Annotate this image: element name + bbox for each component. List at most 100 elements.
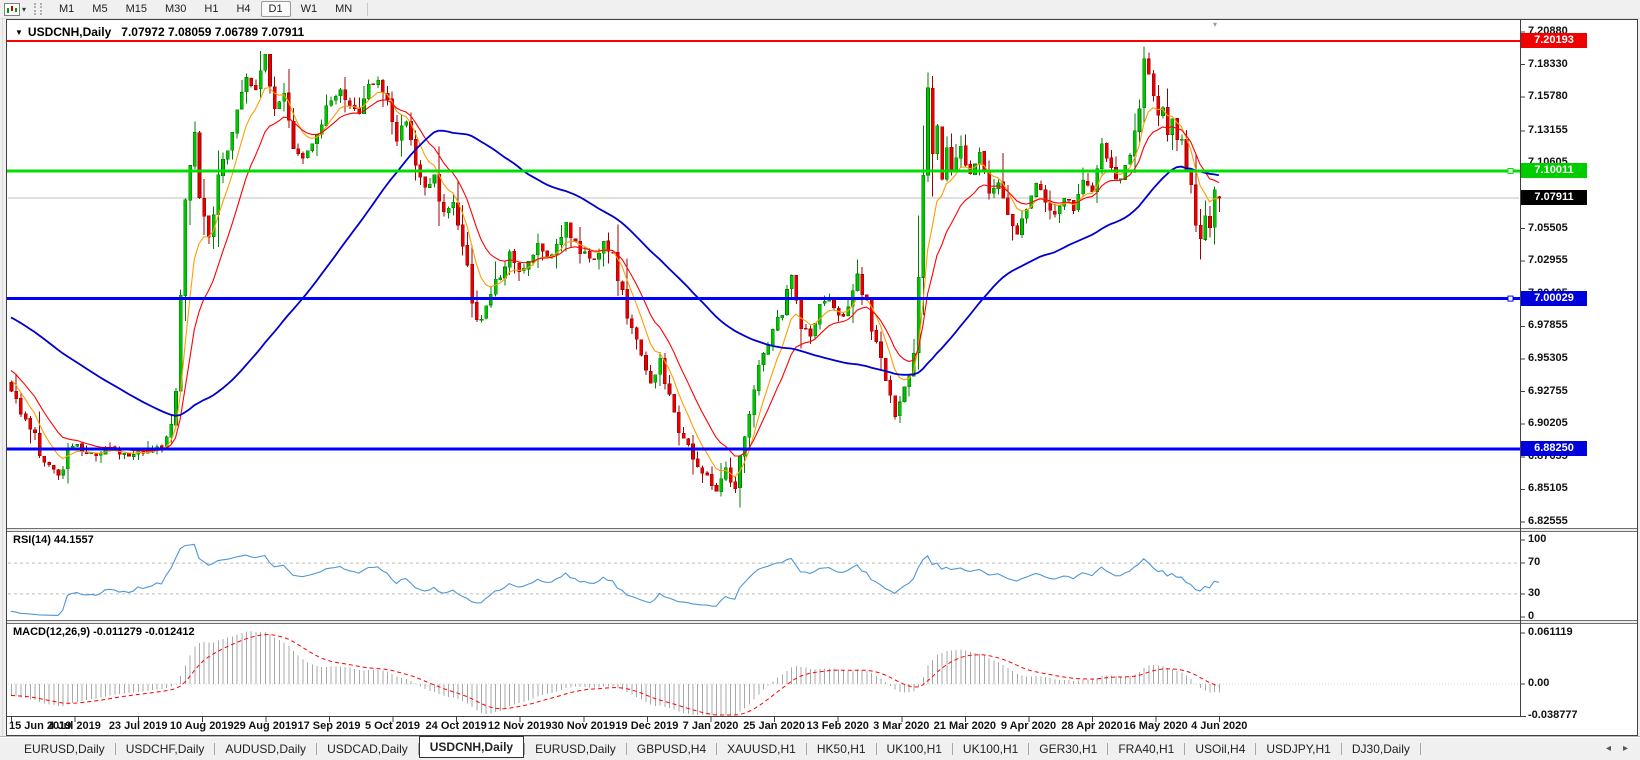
tab-uk100-h1[interactable]: UK100,H1 (962, 741, 1019, 756)
tab-usdcad-daily[interactable]: USDCAD,Daily (327, 741, 408, 756)
tab-audusd-daily[interactable]: AUDUSD,Daily (225, 741, 307, 756)
macd-histogram (11, 631, 1220, 715)
tab-separator (1255, 742, 1257, 755)
tab-separator (951, 742, 953, 755)
tab-separator (716, 742, 718, 755)
chart-type-caret-icon[interactable]: ▾ (22, 4, 27, 14)
date-axis-label: 4 Jun 2020 (1191, 720, 1248, 732)
rsi-axis-label: 0 (1528, 610, 1535, 622)
macd-axis-label: -0.038777 (1528, 709, 1578, 722)
ma-mid-line (10, 99, 1220, 457)
tab-gbpusd-h4[interactable]: GBPUSD,H4 (636, 741, 707, 756)
timeframe-d1[interactable]: D1 (260, 1, 291, 17)
hline-handle[interactable] (1507, 295, 1514, 302)
price-axis-label: 7.15780 (1528, 90, 1568, 103)
price-shift-marker[interactable]: ▾ (1213, 20, 1218, 29)
tab-separator (1184, 742, 1186, 755)
hline-price-badge: 7.00029 (1521, 290, 1587, 306)
timeframe-w1[interactable]: W1 (300, 3, 318, 15)
tabs-scroll-left-icon[interactable]: ◂ (1605, 743, 1611, 754)
tab-usdcnh-daily[interactable]: USDCNH,Daily (418, 736, 525, 758)
date-axis-label: 30 Nov 2019 (551, 720, 616, 732)
toolbar-grip[interactable] (34, 3, 43, 15)
tab-eurusd-daily[interactable]: EURUSD,Daily (535, 741, 616, 756)
tab-usdjpy-h1[interactable]: USDJPY,H1 (1266, 741, 1331, 756)
date-axis-label: 24 Oct 2019 (425, 720, 487, 732)
tab-eurusd-daily[interactable]: EURUSD,Daily (24, 741, 105, 756)
tab-xauusd-h1[interactable]: XAUUSD,H1 (727, 741, 796, 756)
chart-window: ▼ USDCNH,Daily 7.07972 7.08059 7.06789 7.0… (6, 19, 1638, 736)
date-axis-label: 19 Dec 2019 (615, 720, 679, 732)
timeframe-m30[interactable]: M30 (164, 3, 187, 15)
tab-separator (114, 742, 116, 755)
tab-fra40-h1[interactable]: FRA40,H1 (1118, 741, 1175, 756)
price-axis-label: 6.85105 (1528, 482, 1568, 495)
date-axis-label: 29 Aug 2019 (233, 720, 298, 732)
tab-separator (1340, 742, 1342, 755)
price-pane (8, 46, 1519, 508)
timeframe-h4[interactable]: H4 (236, 3, 251, 15)
title-caret-icon[interactable]: ▼ (15, 28, 23, 37)
tab-uk100-h1[interactable]: UK100,H1 (886, 741, 942, 756)
date-axis-label: 7 Jan 2020 (682, 720, 739, 732)
toolbar-separator (367, 2, 369, 16)
price-axis-label: 7.13155 (1528, 123, 1568, 136)
tabs-scroll-right-icon[interactable]: ▸ (1622, 743, 1628, 754)
price-axis-label: 6.90205 (1528, 417, 1568, 430)
date-axis-label: 5 Oct 2019 (365, 720, 421, 732)
current-price-badge: 7.07911 (1521, 189, 1587, 205)
timeframe-toolbar: ▾ M1 M5 M15 M30 H1 H4 D1 W1 MN (0, 0, 1640, 19)
tab-separator (625, 742, 627, 755)
chart-canvas[interactable] (7, 20, 1637, 735)
symbol-tab-bar: EURUSD,Daily USDCHF,Daily AUDUSD,Daily USDC… (0, 736, 1640, 760)
tab-hk50-h1[interactable]: HK50,H1 (816, 741, 866, 756)
macd-axis-label: 0.00 (1528, 677, 1550, 689)
tab-separator (1107, 742, 1109, 755)
tab-separator (1028, 742, 1030, 755)
title-quote: 7.07972 7.08059 7.06789 7.07911 (121, 25, 305, 39)
date-axis-label: 21 Mar 2020 (933, 720, 997, 732)
date-axis-label: 12 Nov 2019 (487, 720, 552, 732)
rsi-pane (8, 543, 1519, 616)
date-axis-label: 3 Mar 2020 (873, 720, 930, 732)
tab-separator (875, 742, 877, 755)
tab-usoil-h4[interactable]: USOil,H4 (1195, 741, 1246, 756)
rsi-line (10, 543, 1220, 616)
ma-slow-line (10, 129, 1220, 417)
tab-separator (214, 742, 216, 755)
macd-signal-line (10, 633, 1220, 716)
timeframe-m1[interactable]: M1 (59, 3, 75, 15)
date-axis-label: 16 May 2020 (1123, 720, 1188, 732)
date-axis-label: 25 Jan 2020 (743, 720, 805, 732)
price-axis-label: 6.92755 (1528, 384, 1568, 397)
rsi-label: RSI(14) 44.1557 (13, 534, 94, 546)
macd-label: MACD(12,26,9) -0.011279 -0.012412 (13, 626, 195, 638)
tab-usdchf-daily[interactable]: USDCHF,Daily (125, 741, 205, 756)
tab-ger30-h1[interactable]: GER30,H1 (1039, 741, 1098, 756)
chart-type-icon[interactable] (4, 2, 20, 16)
timeframe-m5[interactable]: M5 (92, 3, 108, 15)
macd-axis-label: 0.061119 (1528, 626, 1573, 638)
price-axis-label: 6.97855 (1528, 319, 1568, 332)
price-axis-label: 7.02955 (1528, 254, 1568, 267)
hline-price-badge: 7.20193 (1521, 32, 1587, 48)
hline-handle[interactable] (1507, 167, 1514, 174)
price-axis-label: 7.18330 (1528, 57, 1568, 70)
price-axis-label: 6.95305 (1528, 351, 1568, 364)
date-axis-label: 28 Apr 2020 (1061, 720, 1123, 732)
macd-pane (8, 631, 1519, 716)
hline-price-badge: 7.10011 (1521, 162, 1587, 178)
timeframe-h1[interactable]: H1 (204, 3, 219, 15)
timeframe-mn[interactable]: MN (335, 3, 353, 15)
date-axis-label: 4 Jul 2019 (48, 720, 101, 732)
rsi-axis-label: 30 (1528, 586, 1541, 599)
rsi-axis-label: 100 (1528, 533, 1547, 545)
date-axis-label: 15 Jun 2019 (9, 720, 72, 732)
tab-separator (316, 742, 318, 755)
tab-separator (805, 742, 807, 755)
title-symbol: USDCNH,Daily (27, 25, 112, 39)
date-axis-label: 10 Aug 2019 (169, 720, 234, 732)
tab-dj30-daily[interactable]: DJ30,Daily (1351, 741, 1410, 756)
hline-price-badge: 6.88250 (1521, 441, 1587, 457)
timeframe-m15[interactable]: M15 (125, 3, 147, 15)
